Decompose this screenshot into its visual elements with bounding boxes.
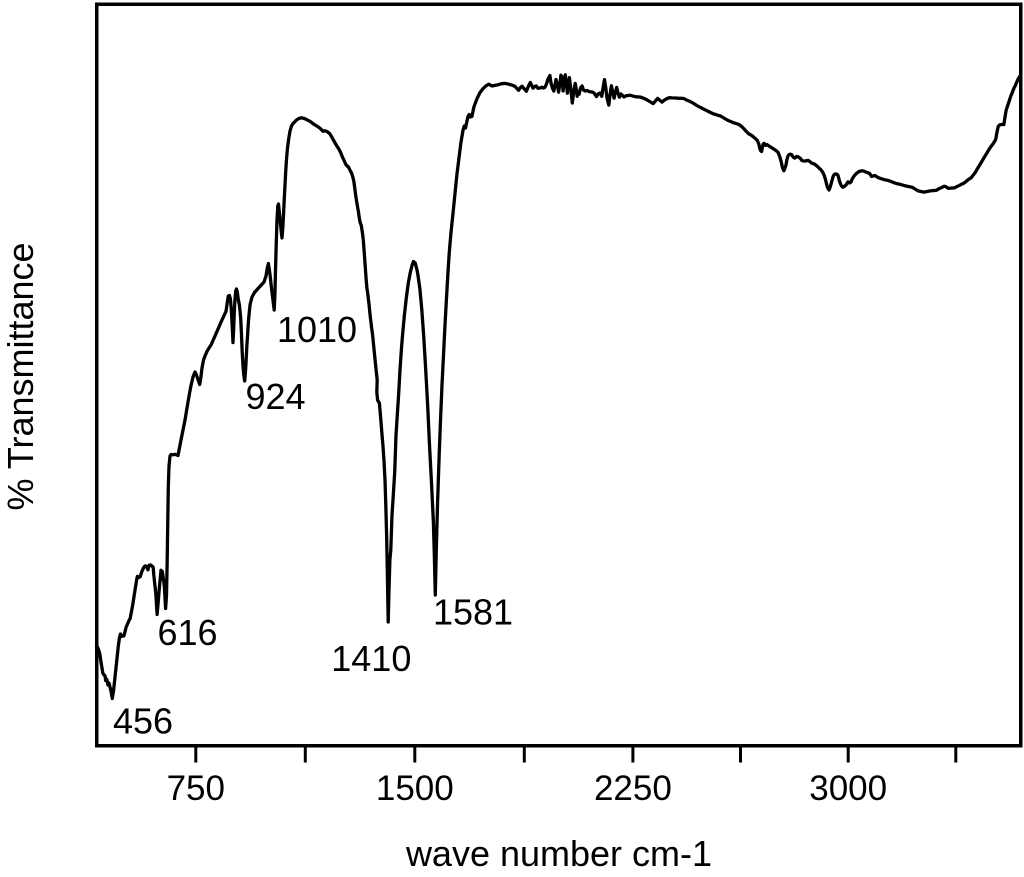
svg-text:1410: 1410 (331, 638, 411, 679)
svg-text:456: 456 (113, 701, 173, 742)
svg-text:924: 924 (245, 376, 305, 417)
svg-text:% Transmittance: % Transmittance (0, 242, 41, 510)
svg-text:wave number cm-1: wave number cm-1 (405, 833, 712, 874)
svg-text:2250: 2250 (594, 769, 672, 808)
svg-text:750: 750 (167, 769, 225, 808)
svg-text:3000: 3000 (809, 769, 887, 808)
svg-text:616: 616 (157, 612, 217, 653)
svg-text:1581: 1581 (433, 592, 513, 633)
svg-text:1010: 1010 (277, 309, 357, 350)
svg-text:1500: 1500 (376, 769, 454, 808)
